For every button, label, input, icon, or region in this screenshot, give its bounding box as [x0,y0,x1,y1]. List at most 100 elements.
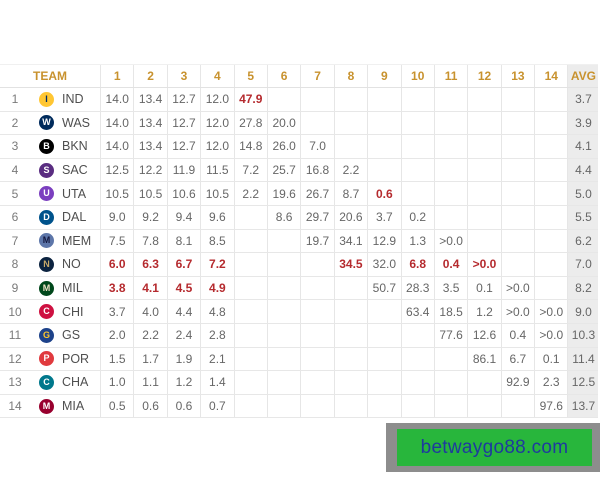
team-cell: C CHA [30,371,100,394]
pick-cell [266,347,300,371]
pick-cell [433,394,467,418]
pick-cell: 20.0 [266,111,300,135]
pick-cell: 0.1 [467,276,500,300]
pick-cell: 4.8 [200,300,233,323]
pick-cell: 63.4 [400,300,434,323]
pick-cell [400,323,434,347]
pick-cell: 26.0 [266,135,300,158]
team-row-gs: 11 G GS 2.0 2.2 2.4 2.8 77.6 12.6 0.4 >0.0 10.3 [0,323,599,348]
team-abbr: MIL [62,281,83,296]
pick-cell [500,88,534,111]
team-row-mem: 7 M MEM 7.5 7.8 8.1 8.5 19.7 34.1 12.9 1.3 >0.0 6.2 [0,229,599,254]
avg-cell: 7.0 [567,253,599,276]
pick-cell [266,253,300,276]
team-row-mil: 9 M MIL 3.8 4.1 4.5 4.9 50.7 28.3 3.5 0.1 >0.0 8.2 [0,276,599,301]
team-cell: N NO [30,253,100,276]
pick-cell [433,371,467,394]
pick-cell: 19.7 [300,229,333,253]
pick-cell: 8.6 [266,205,300,229]
rank-cell: 12 [8,351,22,366]
pick-cell [300,88,333,111]
pick-cell: 14.8 [233,135,267,158]
team-cell: M MEM [30,230,100,253]
team-abbr: POR [62,351,90,366]
pick-cell: 12.0 [200,88,233,111]
team-row-dal: 6 D DAL 9.0 9.2 9.4 9.6 8.6 29.7 20.6 3.7 0.2 5.5 [0,205,599,230]
pick-cell [266,394,300,418]
pick-cell [500,253,534,276]
pick-cell [467,182,500,205]
pick-cell: 18.5 [433,300,467,323]
pick-cell [367,371,400,394]
pick-cell [367,300,400,323]
team-abbr: UTA [62,186,87,201]
ad-banner-link[interactable]: betwaygo88.com [397,429,592,466]
pick-cell: 10.6 [166,182,200,205]
pick-cell: >0.0 [500,276,534,300]
pick-cell: 1.9 [166,347,200,371]
pick-cell [333,371,367,394]
bkn-team-logo-icon: B [39,138,54,154]
pick-cell [300,300,333,323]
avg-cell: 8.2 [567,276,599,300]
pick-cell [367,394,400,418]
rank-cell: 5 [11,186,19,201]
pick-cell [534,158,567,182]
pick-cell [333,135,367,158]
pick-column-header-3: 3 [166,65,200,87]
pick-cell [500,229,534,253]
avg-cell: 5.0 [567,182,599,205]
pick-cell: 13.4 [133,135,166,158]
pick-cell: 13.4 [133,88,166,111]
pick-cell: 0.4 [433,253,467,276]
pick-cell: >0.0 [467,253,500,276]
pick-cell [266,276,300,300]
pick-cell: 25.7 [266,158,300,182]
team-cell: G GS [30,324,100,347]
pick-cell: 6.7 [166,253,200,276]
pick-cell: 77.6 [433,323,467,347]
team-cell: B BKN [30,135,100,158]
pick-cell: 3.5 [433,276,467,300]
pick-cell: 0.6 [367,182,400,205]
was-team-logo-icon: W [39,115,54,131]
pick-cell: 1.0 [100,371,133,394]
pick-cell [467,371,500,394]
team-row-mia: 14 M MIA 0.5 0.6 0.6 0.7 97.6 13.7 [0,394,599,419]
pick-cell: 4.9 [200,276,233,300]
pick-cell: 86.1 [467,347,500,371]
mia-team-logo-icon: M [39,398,54,414]
pick-cell [300,253,333,276]
pick-cell: 0.4 [500,323,534,347]
pick-cell [367,111,400,135]
pick-column-header-11: 11 [433,65,467,87]
pick-cell [300,347,333,371]
avg-cell: 11.4 [567,347,599,371]
team-abbr: NO [62,257,81,272]
uta-team-logo-icon: U [39,186,54,202]
rank-cell: 11 [8,328,22,343]
team-abbr: MEM [62,233,92,248]
pick-cell [400,394,434,418]
pick-column-header-14: 14 [534,65,567,87]
pick-cell: 0.6 [133,394,166,418]
rank-cell: 10 [8,304,22,319]
pick-cell [500,135,534,158]
pick-cell: 47.9 [233,88,267,111]
pick-cell: 0.6 [166,394,200,418]
ad-banner[interactable]: betwaygo88.com [386,423,600,472]
pick-cell: 32.0 [367,253,400,276]
pick-cell [333,394,367,418]
team-row-bkn: 3 B BKN 14.0 13.4 12.7 12.0 14.8 26.0 7.0 4.1 [0,135,599,159]
pick-cell: 1.5 [100,347,133,371]
pick-cell: 9.4 [166,205,200,229]
pick-cell: 12.7 [166,88,200,111]
pick-cell [534,276,567,300]
pick-cell [433,158,467,182]
team-abbr: IND [62,92,84,107]
pick-cell [433,111,467,135]
pick-cell [500,394,534,418]
pick-cell: 29.7 [300,205,333,229]
pick-cell: 12.6 [467,323,500,347]
pick-cell: 6.7 [500,347,534,371]
